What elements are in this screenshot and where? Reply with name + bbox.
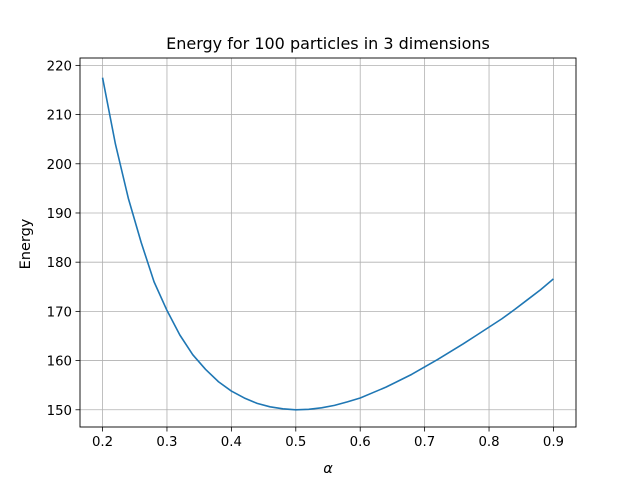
chart-title: Energy for 100 particles in 3 dimensions [166,34,490,53]
y-tick-label: 180 [47,256,72,271]
y-tick-label: 210 [47,109,72,124]
grid [80,58,576,427]
x-axis-label: α [323,461,333,477]
x-tick-label: 0.3 [156,435,177,450]
x-tick-label: 0.7 [414,435,435,450]
x-tick-label: 0.2 [92,435,113,450]
x-tick-label: 0.5 [285,435,306,450]
series-line [101,77,554,411]
data-layer [101,77,554,411]
x-tick-label: 0.6 [350,435,371,450]
y-axis-label: Energy [18,218,34,269]
x-tick-label: 0.9 [543,435,564,450]
ticks: 0.2 0.3 0.4 0.5 0.6 0.7 0.8 0.9 150 160 170 180 190 2… [47,59,564,450]
y-tick-label: 190 [47,207,72,222]
y-tick-label: 160 [47,355,72,370]
x-tick-label: 0.4 [221,435,242,450]
axes-frame [79,57,577,428]
y-tick-label: 200 [47,158,72,173]
y-tick-label: 170 [47,305,72,320]
y-tick-label: 150 [47,404,72,419]
x-tick-label: 0.8 [478,435,499,450]
y-tick-label: 220 [47,59,72,74]
